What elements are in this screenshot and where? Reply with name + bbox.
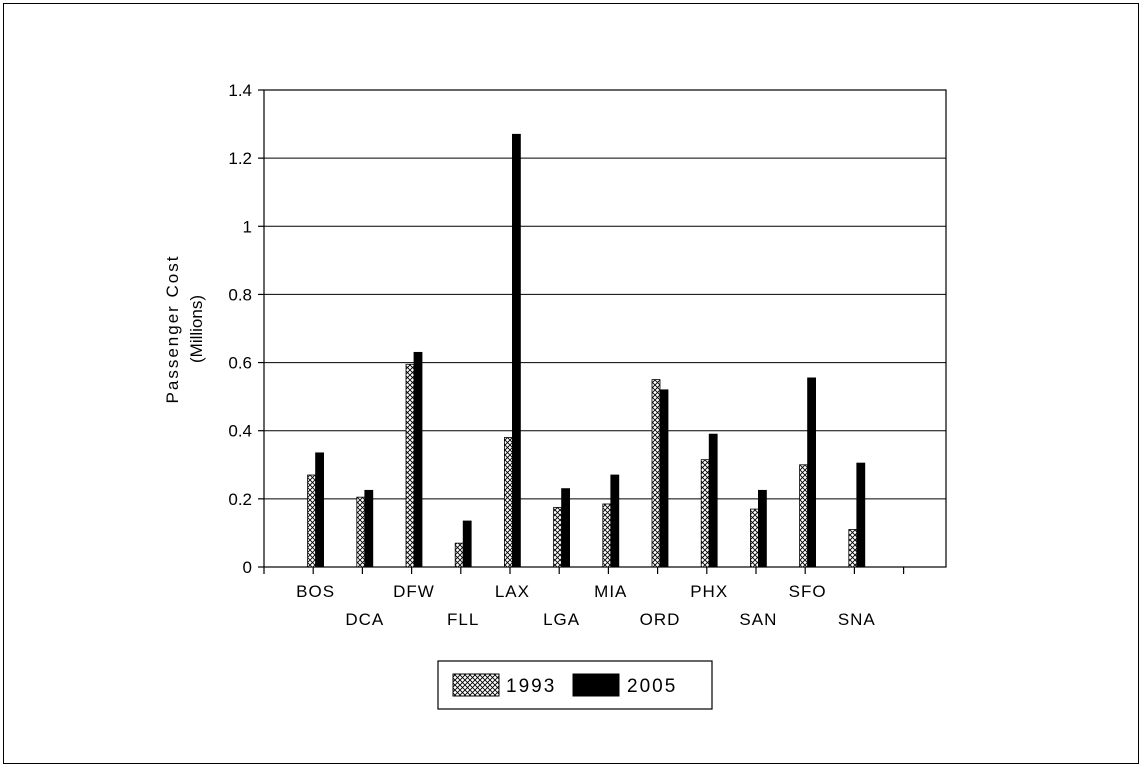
bar-1993-fll [454,542,464,568]
bar-2005-lga [561,488,570,568]
x-tick-label: BOS [296,582,335,601]
legend-label-2005: 2005 [627,676,677,697]
legend-swatch-2005 [572,673,620,697]
bar-1993-lga [553,506,562,568]
bar-1993-phx [700,459,710,568]
bar-1993-lax [503,437,513,568]
bar-2005-fll [462,520,472,568]
bar-2005-sna [856,462,866,568]
y-axis-label: Passenger Cost [163,255,182,404]
bar-2005-dfw [413,351,423,568]
x-tick-label: SAN [739,610,777,629]
y-tick-label: 0 [243,558,252,577]
x-tick-label: FLL [447,610,479,629]
x-tick-label: PHX [690,582,728,601]
bar-1993-dca [356,496,366,568]
y-tick-label: 1.2 [228,149,252,168]
x-tick-label: DCA [345,610,384,629]
x-tick-label: SNA [838,610,876,629]
bars [307,133,866,568]
bar-1993-ord [651,379,661,568]
bar-2005-san [758,489,767,568]
bar-2005-lax [512,133,521,568]
y-axis-title: Passenger Cost (Millions) [163,255,206,404]
x-tick-label: LAX [495,582,530,601]
bar-1993-san [750,508,759,568]
x-tick-labels: BOS DCA DFW FLL LAX LGA MIA ORD PHX SAN SFO SNA [296,582,876,629]
bar-2005-bos [315,452,325,568]
bar-2005-sfo [807,377,816,568]
gridlines [264,157,946,500]
x-tick-label: MIA [594,582,627,601]
y-tick-label: 1.4 [228,81,252,100]
bar-1993-sfo [799,464,808,568]
chart-frame [3,3,1139,764]
y-tick-label: 0.4 [228,422,252,441]
bar-2005-phx [708,433,718,568]
bar-1993-sna [848,529,858,568]
bar-1993-mia [602,503,612,568]
x-tick-label: DFW [393,582,435,601]
y-tick-label: 1 [243,217,252,236]
bar-1993-dfw [405,363,415,568]
x-tick-label: ORD [640,610,681,629]
y-tick-labels: 0 0.2 0.4 0.6 0.8 1 1.2 1.4 [228,81,252,577]
legend: 1993 2005 [437,660,713,710]
legend-label-1993: 1993 [506,676,556,697]
y-tick-label: 0.8 [228,285,252,304]
x-tick-label: LGA [543,610,580,629]
bar-2005-ord [659,389,669,568]
y-tick-label: 0.6 [228,354,252,373]
bar-2005-dca [364,489,374,568]
legend-swatch-1993 [452,673,500,697]
bar-1993-bos [307,474,317,568]
y-tick-label: 0.2 [228,490,252,509]
x-tick-label: SFO [789,582,827,601]
bar-2005-mia [610,474,620,568]
y-axis-unit: (Millions) [187,295,206,363]
